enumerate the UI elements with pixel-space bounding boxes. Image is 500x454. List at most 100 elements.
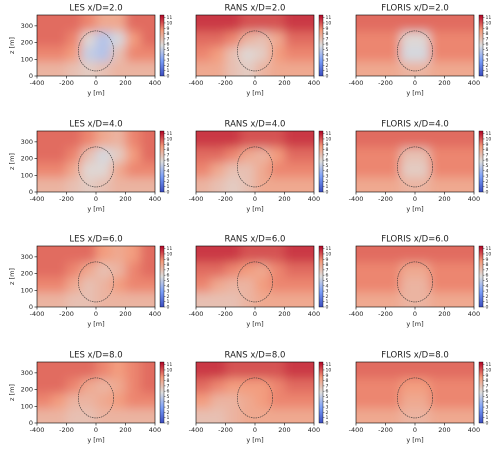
heat-cell <box>225 15 241 32</box>
heat-cell <box>385 15 401 32</box>
colorbar-tick-label: 4 <box>326 283 329 289</box>
x-tick-label: -200 <box>218 310 233 318</box>
heat-cell <box>255 362 271 379</box>
heat-cell <box>66 276 82 293</box>
heat-cell <box>255 291 271 307</box>
heat-cell <box>255 176 271 192</box>
heat-cell <box>415 176 431 192</box>
heat-cell <box>37 131 53 148</box>
colorbar-tick-label: 5 <box>326 394 329 400</box>
colorbar-tick-label: 10 <box>326 251 332 257</box>
heat-cell <box>96 362 112 379</box>
x-tick-label: 200 <box>278 79 290 87</box>
subplot-title: FLORIS x/D=8.0 <box>381 351 449 361</box>
x-tick-label: -400 <box>30 310 45 318</box>
heat-cell <box>370 246 386 263</box>
colorbar-tick-label: 4 <box>486 52 489 58</box>
heat-cell <box>356 246 372 263</box>
heat-cell <box>125 45 141 62</box>
heat-cell <box>429 161 445 178</box>
colorbar-tick-label: 1 <box>167 184 170 190</box>
heat-cell <box>140 146 155 163</box>
colorbar-tick-label: 0 <box>326 421 329 427</box>
heat-cell <box>400 377 416 394</box>
heat-cell <box>210 15 226 32</box>
heat-cell <box>196 131 212 148</box>
rotor-circle <box>237 30 274 72</box>
heat-cell <box>459 15 474 32</box>
colorbar-tick-label: 1 <box>167 415 170 421</box>
heat-cell <box>51 362 67 379</box>
y-tick-label: 100 <box>21 402 33 410</box>
heat-cell <box>51 276 67 293</box>
heat-cell <box>96 392 112 409</box>
heat-cell <box>255 131 271 148</box>
colorbar-tick-label: 3 <box>167 405 170 411</box>
heat-cell <box>240 407 256 423</box>
y-tick-label: 300 <box>21 138 33 146</box>
colorbar-tick-label: 0 <box>326 305 329 311</box>
colorbar-tick-label: 0 <box>326 190 329 196</box>
heat-cell <box>356 15 372 32</box>
heat-cell <box>81 161 97 178</box>
heat-cell <box>299 131 314 148</box>
heat-cell <box>415 377 431 394</box>
colorbar-tick-label: 0 <box>167 74 170 80</box>
heat-cell <box>240 60 256 76</box>
subplot-title: RANS x/D=2.0 <box>225 4 286 14</box>
heat-cell <box>110 30 126 47</box>
x-tick-label: -400 <box>189 426 204 434</box>
heat-cell <box>255 276 271 293</box>
heat-cell <box>196 60 212 76</box>
heat-cell <box>459 131 474 148</box>
x-tick-label: 200 <box>278 426 290 434</box>
field <box>356 246 474 307</box>
heat-cell <box>96 131 112 148</box>
heat-cell <box>415 131 431 148</box>
heat-cell <box>284 15 300 32</box>
colorbar-tick-label: 7 <box>326 36 329 42</box>
heat-cell <box>66 407 82 423</box>
heat-cell <box>284 392 300 409</box>
heat-cell <box>210 30 226 47</box>
heat-cell <box>51 176 67 192</box>
colorbar-tick-label: 11 <box>167 131 173 137</box>
colorbar-tick-label: 0 <box>486 190 489 196</box>
heat-cell <box>385 30 401 47</box>
colorbar-tick-label: 1 <box>167 68 170 74</box>
heat-cell <box>196 15 212 32</box>
x-axis-label: y [m] <box>246 205 263 213</box>
heat-cell <box>269 30 285 47</box>
colorbar-tick-label: 4 <box>167 168 170 174</box>
heat-cell <box>196 176 212 192</box>
heat-cell <box>110 276 126 293</box>
heat-cell <box>429 276 445 293</box>
heat-cell <box>51 161 67 178</box>
heat-cell <box>400 246 416 263</box>
x-tick-label: -200 <box>378 426 393 434</box>
field <box>37 131 155 192</box>
heat-cell <box>255 246 271 263</box>
field <box>356 15 474 76</box>
colorbar-tick-label: 7 <box>326 267 329 273</box>
x-tick-label: 400 <box>308 426 320 434</box>
heat-cell <box>444 131 460 148</box>
heat-cell <box>66 131 82 148</box>
colorbar-tick-label: 2 <box>167 179 170 185</box>
heat-cell <box>37 60 53 76</box>
heat-cell <box>125 161 141 178</box>
colorbar-tick-label: 10 <box>167 251 173 257</box>
y-tick-label: 0 <box>29 303 33 311</box>
heat-cell <box>385 246 401 263</box>
heat-cell <box>225 161 241 178</box>
heat-cell <box>140 377 155 394</box>
colorbar-tick-label: 6 <box>326 42 329 48</box>
colorbar-tick-label: 8 <box>326 147 329 153</box>
heat-cell <box>51 377 67 394</box>
heat-cell <box>196 246 212 263</box>
heat-cell <box>81 276 97 293</box>
x-tick-label: 0 <box>413 426 417 434</box>
heat-cell <box>196 377 212 394</box>
colorbar-tick-label: 9 <box>167 142 170 148</box>
